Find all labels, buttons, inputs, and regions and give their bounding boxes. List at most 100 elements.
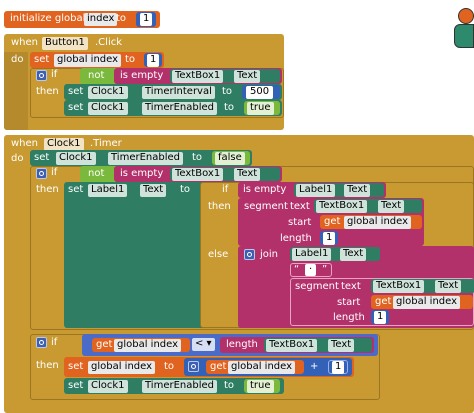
segment-block[interactable]: segment text TextBox1 Text start get glo… [238, 198, 424, 246]
prop-dropdown[interactable]: Text [378, 200, 405, 213]
var-dropdown[interactable]: global index [54, 54, 122, 67]
set-timerinterval-block[interactable]: set Clock1 TimerInterval to 500 [64, 84, 282, 100]
bool-block[interactable]: true [244, 379, 280, 393]
set-global-block[interactable]: set global index to 1 [30, 52, 164, 68]
get-var-block[interactable]: get global index [206, 360, 304, 374]
prop-dropdown[interactable]: TimerInterval [142, 86, 215, 99]
get-var-block[interactable]: get global index [92, 338, 190, 352]
prop-dropdown[interactable]: TimerEnabled [142, 380, 217, 393]
prop-dropdown[interactable]: Text [435, 280, 462, 293]
prop-dropdown[interactable]: Text [328, 339, 355, 352]
init-to-label: to [116, 13, 127, 24]
clock-component-dropdown[interactable]: Clock1 [44, 138, 84, 151]
textbox-getter[interactable]: TextBox1 Text [170, 69, 280, 83]
set-timerenabled-false-block[interactable]: set Clock1 TimerEnabled to false [30, 150, 252, 166]
get-var-block[interactable]: get global index [371, 295, 473, 309]
bool-dropdown[interactable]: true [247, 102, 274, 115]
textbox-dropdown[interactable]: TextBox1 [373, 280, 425, 293]
bool-dropdown[interactable]: true [247, 380, 274, 393]
number-block[interactable]: 500 [242, 85, 280, 99]
prop-dropdown[interactable]: Text [344, 184, 371, 197]
set-timerenabled-block[interactable]: set Clock1 TimerEnabled to true [64, 100, 282, 116]
not-block[interactable]: not is empty TextBox1 Text [80, 68, 282, 84]
text-value[interactable]: · [305, 264, 317, 276]
var-name-dropdown[interactable]: index [84, 13, 118, 26]
quote-open: “ [294, 264, 300, 275]
var-dropdown[interactable]: global index [88, 361, 156, 374]
segment-block[interactable]: segment text TextBox1 Text start get glo… [290, 278, 474, 326]
number-block[interactable]: 1 [371, 310, 389, 324]
then-label: then [208, 201, 231, 212]
label-dropdown[interactable]: Label1 [292, 248, 332, 261]
textbox-getter[interactable]: TextBox1 Text [264, 338, 372, 352]
textbox-dropdown[interactable]: TextBox1 [266, 339, 318, 352]
number-value[interactable]: 1 [147, 54, 160, 67]
label-getter[interactable]: Label1 Text [294, 183, 384, 197]
textbox-dropdown[interactable]: TextBox1 [316, 200, 368, 213]
event-when: when [11, 37, 39, 48]
label-dropdown[interactable]: Label1 [296, 184, 336, 197]
init-global-block[interactable]: initialize global index to 1 [4, 11, 160, 28]
event-when: when [11, 138, 39, 149]
bool-block[interactable]: false [212, 151, 250, 165]
operator-dropdown[interactable]: < ▾ [192, 338, 215, 351]
not-block[interactable]: not is empty TextBox1 Text [80, 166, 282, 182]
segment-label: segment [244, 201, 288, 212]
textbox-getter[interactable]: TextBox1 Text [170, 167, 280, 181]
textbox-getter[interactable]: TextBox1 Text [314, 199, 422, 213]
clock-dropdown[interactable]: Clock1 [56, 152, 96, 165]
compare-block[interactable]: get global index < ▾ length TextBox1 Tex… [82, 334, 378, 356]
mutator-gear-icon[interactable] [188, 361, 199, 372]
number-block[interactable]: 1 [144, 53, 162, 67]
prop-dropdown[interactable]: Text [234, 168, 261, 181]
var-dropdown[interactable]: global index [344, 216, 412, 229]
number-value[interactable]: 1 [323, 232, 336, 245]
prop-dropdown[interactable]: Text [140, 184, 167, 197]
text-string-block[interactable]: “ · ” [290, 263, 332, 277]
number-value[interactable]: 1 [374, 311, 387, 324]
number-block[interactable]: 1 [328, 360, 348, 374]
add-block[interactable]: get global index + 1 [184, 358, 352, 376]
button-component-dropdown[interactable]: Button1 [42, 37, 88, 50]
label-getter[interactable]: Label1 Text [290, 247, 380, 261]
prop-dropdown[interactable]: TimerEnabled [108, 152, 183, 165]
get-label: get [375, 296, 392, 307]
clock-dropdown[interactable]: Clock1 [88, 102, 128, 115]
textbox-getter[interactable]: TextBox1 Text [371, 279, 474, 293]
var-dropdown[interactable]: global index [114, 339, 182, 352]
number-value[interactable]: 1 [332, 361, 345, 374]
get-label: get [210, 361, 227, 372]
is-empty-block[interactable]: is empty TextBox1 Text [114, 68, 282, 84]
number-block[interactable]: 1 [320, 231, 338, 245]
bool-block[interactable]: true [244, 101, 280, 115]
textbox-dropdown[interactable]: TextBox1 [172, 168, 224, 181]
get-var-block[interactable]: get global index [320, 215, 422, 229]
length-block[interactable]: length TextBox1 Text [220, 337, 374, 353]
set-timerenabled-block[interactable]: set Clock1 TimerEnabled to true [64, 378, 284, 394]
clock-dropdown[interactable]: Clock1 [88, 86, 128, 99]
number-block[interactable]: 1 [136, 12, 156, 27]
set-global-increment-block[interactable]: set global index to get global index + 1 [64, 357, 354, 377]
textbox-dropdown[interactable]: TextBox1 [172, 70, 224, 83]
var-dropdown[interactable]: global index [228, 361, 296, 374]
number-value[interactable]: 500 [246, 86, 274, 99]
prop-dropdown[interactable]: Text [340, 248, 367, 261]
text-label: text [341, 281, 361, 292]
is-empty-block[interactable]: is empty Label1 Text [238, 182, 386, 198]
length-label: length [226, 339, 258, 350]
join-block[interactable]: join Label1 Text “ · ” segment text Text… [238, 246, 474, 328]
prop-dropdown[interactable]: Text [234, 70, 261, 83]
clock-dropdown[interactable]: Clock1 [88, 380, 128, 393]
mutator-gear-icon[interactable] [244, 249, 255, 260]
event-do: do [11, 54, 24, 65]
bool-dropdown[interactable]: false [215, 152, 245, 165]
mutator-gear-icon[interactable] [36, 70, 47, 81]
prop-dropdown[interactable]: TimerEnabled [142, 102, 217, 115]
is-empty-block[interactable]: is empty TextBox1 Text [114, 166, 282, 182]
mutator-gear-icon[interactable] [36, 337, 47, 348]
var-dropdown[interactable]: global index [393, 296, 461, 309]
mutator-gear-icon[interactable] [36, 168, 47, 179]
label-dropdown[interactable]: Label1 [88, 184, 128, 197]
quote-close: ” [322, 264, 328, 275]
number-value[interactable]: 1 [140, 13, 153, 26]
